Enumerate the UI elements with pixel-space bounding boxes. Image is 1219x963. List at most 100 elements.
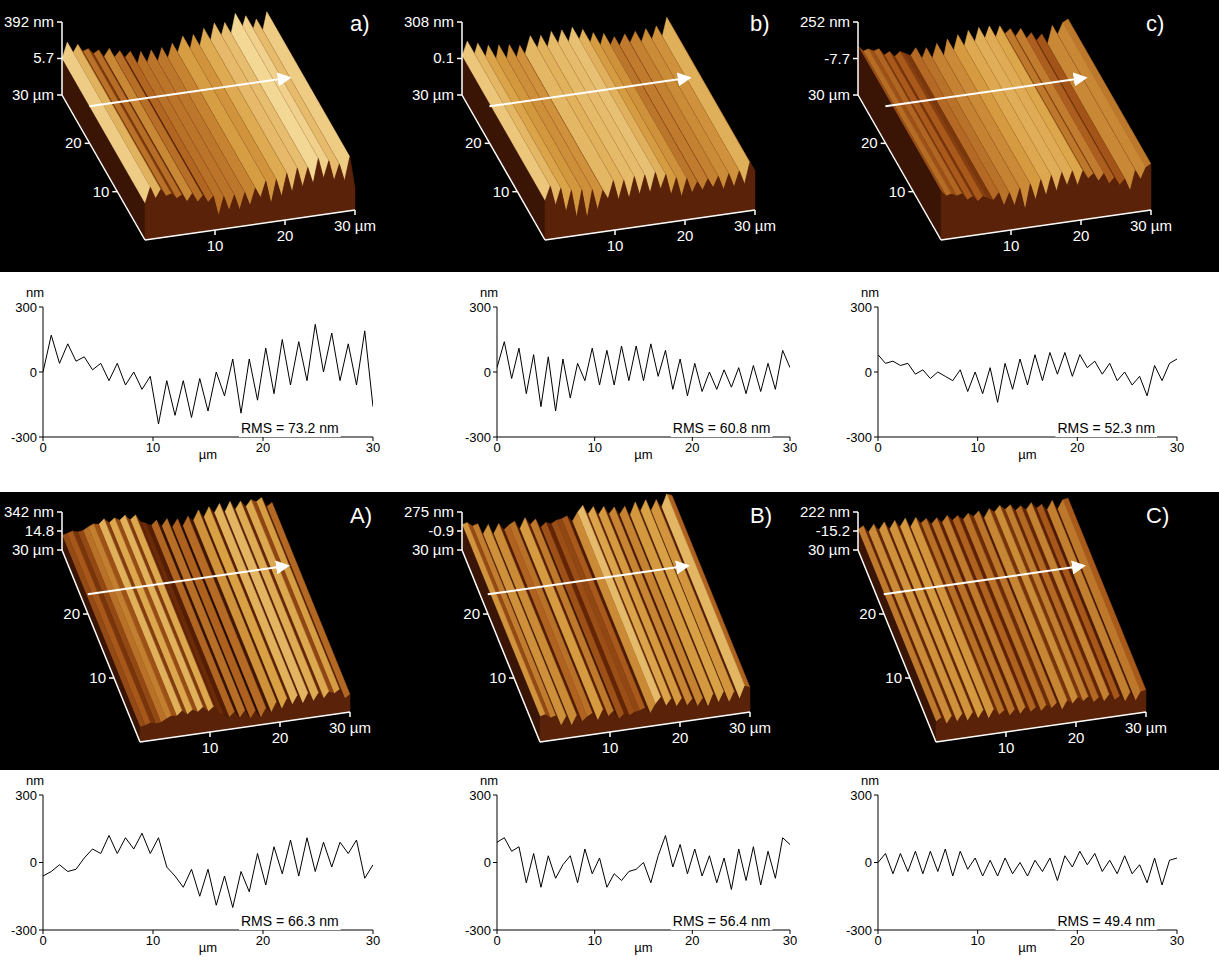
- y-tick-label: 300: [850, 300, 872, 315]
- surface: [462, 494, 750, 742]
- x-tick-label: 10: [998, 739, 1015, 756]
- y-tick: [39, 307, 43, 308]
- surface-front: [540, 686, 750, 742]
- surface-facet: [62, 42, 150, 204]
- panel-letter: a): [350, 11, 370, 36]
- y-tick: [39, 795, 43, 796]
- y-tick-label: 300: [15, 300, 37, 315]
- y-tick-label: -300: [11, 923, 37, 938]
- y-tick-label: 10: [889, 183, 906, 200]
- x-tick: [284, 220, 286, 225]
- surface-facet: [78, 531, 161, 724]
- y-axis-title: nm: [26, 773, 44, 788]
- y-axis-title: nm: [861, 285, 879, 300]
- panel-letter: A): [350, 503, 372, 528]
- x-tick-label: 30 µm: [1130, 217, 1172, 234]
- profile-line: [43, 324, 373, 424]
- y-tick-label: 0: [865, 855, 872, 870]
- x-axis-title: µm: [199, 447, 217, 462]
- y-axis-line: [858, 550, 936, 742]
- x-axis-title: µm: [199, 940, 217, 955]
- surface-panel: 392 nm5.7102030 µm102030 µma): [4, 11, 376, 254]
- y-tick-label: 0: [30, 855, 37, 870]
- surface-side: [858, 530, 936, 742]
- y-tick-label: -300: [465, 430, 491, 445]
- y-axis-title: nm: [480, 773, 498, 788]
- rms-annotation: RMS = 73.2 nm: [241, 420, 339, 436]
- x-tick-label: 10: [1003, 237, 1020, 254]
- rms-annotation: RMS = 56.4 nm: [673, 913, 771, 929]
- x-tick: [679, 722, 681, 727]
- surface-front: [941, 164, 1151, 240]
- x-tick-label: 30 µm: [1125, 719, 1167, 736]
- plot-area: [878, 353, 1177, 403]
- x-tick: [1145, 712, 1147, 717]
- y-axis-title: nm: [861, 773, 879, 788]
- x-tick: [1005, 732, 1007, 737]
- profile-line: [43, 833, 373, 907]
- y-tick: [509, 677, 514, 679]
- y-tick-label: 10: [885, 669, 902, 686]
- y-tick-label: 10: [493, 183, 510, 200]
- annotation-background: [239, 419, 341, 437]
- y-tick-label: 0: [484, 855, 491, 870]
- profile-arrow: [885, 78, 1085, 107]
- x-tick-label: 10: [970, 933, 984, 948]
- y-tick-label: 10: [93, 183, 110, 200]
- y-tick-label: 30 µm: [12, 86, 54, 103]
- y-tick-label: 20: [861, 134, 878, 151]
- surface: [62, 12, 355, 240]
- plot-area: [878, 849, 1177, 885]
- profile-arrow: [89, 78, 289, 107]
- y-tick: [493, 307, 497, 308]
- y-tick-label: 0: [30, 365, 37, 380]
- y-tick-label: -300: [465, 923, 491, 938]
- x-tick: [754, 210, 756, 215]
- surface-panel: 275 nm-0.9102030 µm102030 µmB): [404, 494, 772, 756]
- x-tick: [749, 712, 751, 717]
- y-tick: [39, 437, 43, 438]
- y-tick: [874, 862, 878, 863]
- z-tick-label: 0.1: [433, 49, 454, 66]
- z-tick: [853, 511, 858, 513]
- z-tick: [457, 530, 462, 532]
- x-tick-label: 0: [39, 440, 46, 455]
- y-tick: [908, 191, 913, 193]
- profile-line: [878, 353, 1177, 403]
- z-tick: [57, 21, 62, 23]
- y-axis-line: [62, 550, 140, 742]
- surface-facet: [62, 533, 145, 727]
- x-tick-label: 0: [39, 933, 46, 948]
- y-tick-label: 20: [63, 605, 80, 622]
- profile-chart: -30003000102030nmµmRMS = 49.4 nm: [846, 773, 1184, 955]
- x-tick: [279, 722, 281, 727]
- z-tick-label: -7.7: [824, 50, 850, 67]
- panel-background: [0, 492, 1219, 770]
- x-tick: [1075, 722, 1077, 727]
- panel-letter: b): [750, 11, 770, 36]
- surface-front: [545, 162, 755, 240]
- x-tick-label: 20: [1068, 729, 1085, 746]
- surface-front: [936, 690, 1146, 742]
- y-tick-label: -300: [11, 430, 37, 445]
- y-tick-label: -300: [846, 923, 872, 938]
- y-tick: [57, 94, 62, 96]
- z-tick-label: -15.2: [816, 522, 850, 539]
- y-tick: [874, 930, 878, 931]
- y-axis-line: [462, 550, 540, 742]
- x-tick-label: 30 µm: [734, 217, 776, 234]
- y-tick-label: 300: [850, 788, 872, 803]
- surface-axes: 252 nm-7.7102030 µm102030 µm: [800, 13, 1172, 254]
- z-tick-label: 392 nm: [4, 13, 54, 30]
- x-tick: [614, 230, 616, 235]
- x-axis-line: [941, 210, 1151, 240]
- profile-arrow: [884, 566, 1084, 595]
- surface-front: [145, 157, 355, 240]
- x-tick-label: 30: [366, 933, 380, 948]
- surface-facet: [869, 524, 952, 724]
- plot-area: [43, 833, 373, 907]
- y-tick-label: 300: [15, 788, 37, 803]
- x-tick-label: 10: [607, 237, 624, 254]
- surface: [462, 17, 755, 240]
- x-axis-title: µm: [1018, 447, 1036, 462]
